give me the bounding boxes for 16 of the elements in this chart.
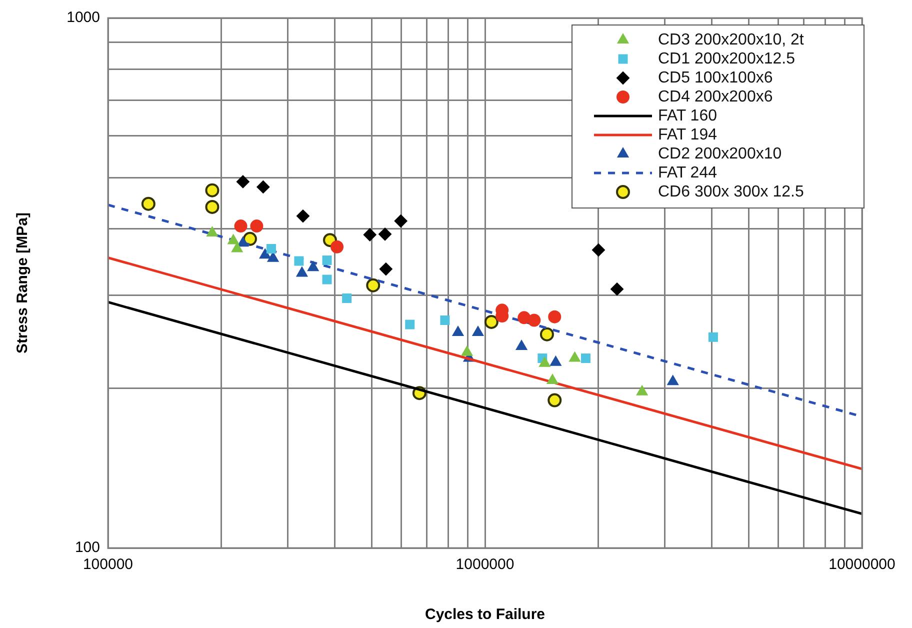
x-axis-title: Cycles to Failure <box>424 606 546 624</box>
y-axis-title: Stress Range [MPa] <box>14 212 32 354</box>
legend-label: FAT 160 <box>658 107 718 124</box>
y-tick-label: 100 <box>74 539 100 556</box>
x-tick-label: 10000000 <box>828 556 896 574</box>
legend-label: CD1 200x200x12.5 <box>658 50 796 68</box>
legend-label: FAT 244 <box>658 164 718 182</box>
legend-label: FAT 194 <box>658 126 718 144</box>
x-tick-label: 100000 <box>82 556 134 574</box>
legend-label: CD5 100x100x6 <box>658 69 773 86</box>
legend-label: CD2 200x200x10 <box>658 145 782 162</box>
y-tick-label: 1000 <box>66 9 100 26</box>
legend-label: CD4 200x200x6 <box>658 88 773 106</box>
legend-label: CD6 300x 300x 12.5 <box>658 183 804 200</box>
x-tick-label: 1000000 <box>456 556 514 574</box>
legend-label: CD3 200x200x10, 2t <box>658 31 804 48</box>
